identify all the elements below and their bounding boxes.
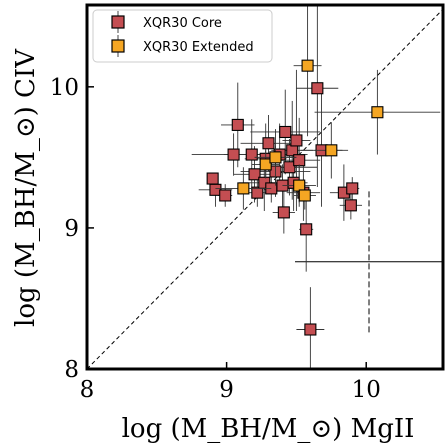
plot-frame <box>85 3 445 371</box>
legend-extended-label: XQR30 Extended <box>143 40 254 55</box>
data-point <box>344 199 357 212</box>
data-point <box>262 137 275 150</box>
data-point <box>248 168 261 181</box>
data-point <box>251 186 264 199</box>
legend-core-marker <box>111 15 125 29</box>
data-point <box>279 125 292 139</box>
data-point <box>371 106 384 119</box>
plot-marks <box>87 5 443 369</box>
axis-ticks: 8 9 10 8 9 10 <box>50 75 381 403</box>
data-point <box>269 151 282 164</box>
series-extended <box>215 5 441 210</box>
data-point <box>304 323 317 336</box>
x-tick-label: 8 <box>80 377 95 403</box>
y-tick-label: 8 <box>64 357 79 383</box>
legend-box <box>92 9 273 63</box>
y-tick-label: 9 <box>64 216 79 242</box>
data-point <box>300 223 313 236</box>
data-point <box>325 144 338 157</box>
one-to-one-line <box>87 8 443 369</box>
x-tick-label: 10 <box>352 377 381 403</box>
data-point <box>293 154 306 167</box>
data-point <box>277 206 290 219</box>
data-point <box>346 182 359 195</box>
data-point <box>298 189 311 202</box>
data-point <box>301 59 314 72</box>
data-point <box>283 161 296 174</box>
data-point <box>206 172 219 185</box>
x-axis-label: log (M_BH/M_⊙) MgII <box>122 414 415 444</box>
data-point <box>245 148 258 161</box>
data-point <box>311 82 324 95</box>
data-point <box>219 189 232 202</box>
data-point <box>237 182 250 195</box>
data-point <box>231 118 244 131</box>
data-point <box>290 134 303 147</box>
data-point <box>259 158 272 171</box>
legend-extended-marker <box>111 39 125 53</box>
legend: XQR30 Core XQR30 Extended <box>92 9 273 63</box>
legend-core-label: XQR30 Core <box>143 16 222 31</box>
y-axis-label: log (M_BH/M_⊙) CIV <box>11 48 41 327</box>
x-tick-label: 9 <box>219 377 234 403</box>
y-tick-label: 10 <box>50 75 79 101</box>
plot-area <box>87 5 443 369</box>
data-point <box>227 148 240 161</box>
